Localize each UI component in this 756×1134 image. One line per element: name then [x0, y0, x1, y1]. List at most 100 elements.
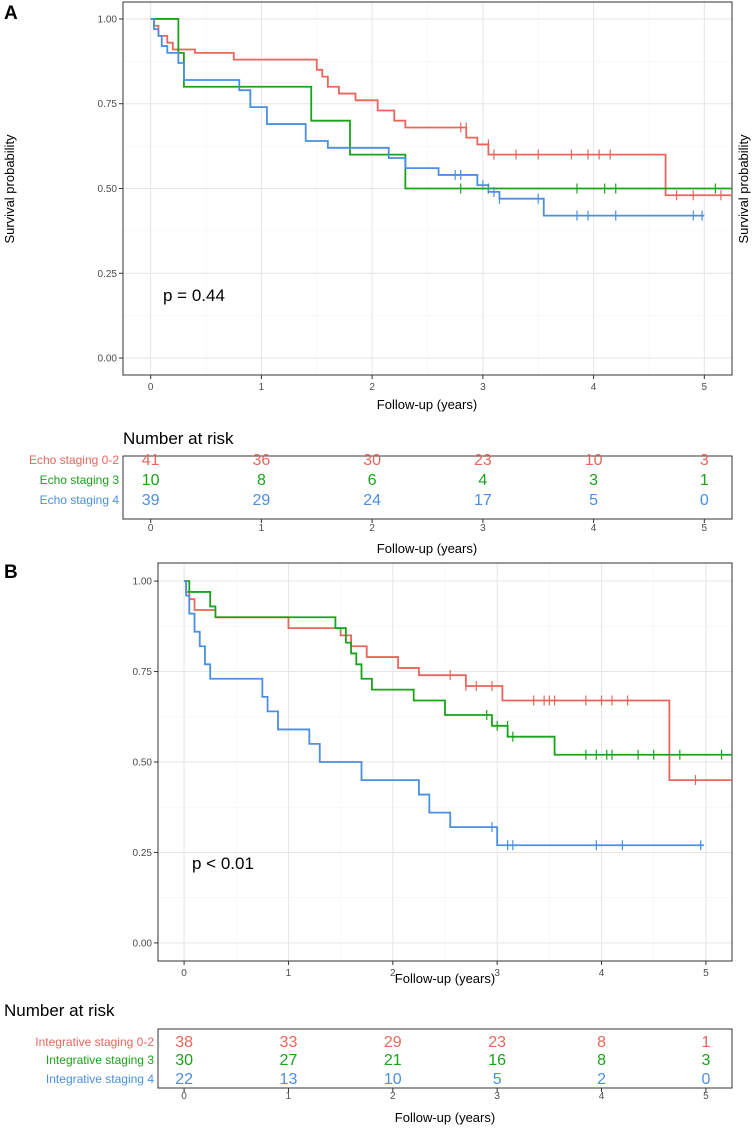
panel-b-risk-value: 16 — [488, 1052, 506, 1069]
panel-a-risk-frame — [122, 455, 733, 520]
panel-a-risk-value: 10 — [585, 452, 603, 469]
panel-b-y-tick-label: 0.50 — [133, 758, 153, 769]
panel-a-y-axis: 0.00 0.25 0.50 0.75 1.00 — [98, 14, 123, 365]
panel-b-risk-value: 23 — [488, 1034, 506, 1051]
panel-b-risk-value: 10 — [384, 1071, 402, 1088]
panel-a-risk-value: 17 — [474, 492, 492, 509]
panel-b-risk-value: 8 — [597, 1034, 606, 1051]
panel-a-x-tick-label: 2 — [369, 382, 375, 393]
panel-b-x-tick-label: 0 — [181, 968, 187, 979]
panel-a-x-axis: 0 1 2 3 4 5 — [148, 375, 708, 393]
panel-b-risk-row-label: Integrative staging 3 — [46, 1053, 154, 1067]
panel-b-risk-frame — [157, 1028, 733, 1089]
panel-b-curve-integrative-staging-4 — [184, 580, 704, 847]
panel-b-risk-value: 33 — [280, 1034, 298, 1051]
panel-b-y-axis: 0.00 0.25 0.50 0.75 1.00 — [133, 577, 158, 949]
panel-b-risk-value: 0 — [701, 1071, 710, 1088]
panel-b-risk-value: 13 — [280, 1071, 298, 1088]
panel-b-risk-row-label: Integrative staging 4 — [46, 1072, 154, 1086]
panel-b-risk-x-tick-label: 4 — [599, 1091, 605, 1102]
panel-a-risk-value: 24 — [363, 492, 381, 509]
panel-a-curve-echo-staging-0-2 — [150, 18, 732, 197]
panel-a-y-tick-label: 0.50 — [98, 184, 118, 195]
panel-b-risk-value: 8 — [597, 1052, 606, 1069]
panel-a-risk-value: 41 — [142, 452, 160, 469]
panel-b-curve-integrative-staging-0-2 — [184, 580, 732, 781]
panel-a-risk-value: 3 — [589, 472, 598, 489]
panel-a: A Survival probability Survival probabil… — [2, 1, 751, 556]
panel-a-y-tick-label: 0.00 — [98, 354, 118, 365]
panel-a-risk-value: 0 — [700, 492, 709, 509]
panel-a-risk-value: 1 — [700, 472, 709, 489]
panel-a-risk-xlabel: Follow-up (years) — [377, 541, 477, 556]
panel-b-grid — [158, 563, 732, 961]
panel-a-x-tick-label: 0 — [148, 382, 154, 393]
panel-a-y-tick-label: 0.25 — [98, 269, 118, 280]
panel-b-x-tick-label: 4 — [599, 968, 605, 979]
panel-b-risk-value: 5 — [493, 1071, 502, 1088]
panel-b-y-tick-label: 1.00 — [133, 577, 153, 588]
panel-a-x-tick-label: 5 — [702, 382, 708, 393]
panel-b-risk-table: Integrative staging 0-2 38 33 29 23 8 1Integra… — [35, 1034, 710, 1102]
panel-a-y-tick-label: 1.00 — [98, 14, 118, 25]
panel-a-curves — [150, 18, 732, 221]
panel-a-x-tick-label: 1 — [259, 382, 265, 393]
panel-b-x-tick-label: 3 — [494, 968, 500, 979]
panel-b-risk-value: 1 — [701, 1034, 710, 1051]
panel-b-x-tick-label: 2 — [390, 968, 396, 979]
panel-b-risk-value: 21 — [384, 1052, 402, 1069]
panel-b-risk-x-tick-label: 0 — [181, 1091, 187, 1102]
panel-b-risk-x-tick-label: 3 — [494, 1091, 500, 1102]
panel-b-risk-x-tick-label: 1 — [286, 1091, 292, 1102]
panel-b-y-tick-label: 0.75 — [133, 667, 153, 678]
panel-a-ylabel-left: Survival probability — [2, 134, 17, 244]
panel-b-x-axis: 0 1 2 3 4 5 — [181, 961, 709, 979]
panel-b-x-tick-label: 1 — [286, 968, 292, 979]
panel-a-risk-x-tick-label: 3 — [480, 523, 486, 534]
panel-b-risk-value: 38 — [175, 1034, 193, 1051]
panel-b-y-tick-label: 0.25 — [133, 848, 153, 859]
panel-a-risk-value: 29 — [253, 492, 271, 509]
panel-a-risk-x-tick-label: 5 — [702, 523, 708, 534]
panel-b-x-tick-label: 5 — [703, 968, 709, 979]
panel-a-risk-value: 30 — [363, 452, 381, 469]
panel-b-risk-title: Number at risk — [4, 1001, 115, 1020]
panel-b-risk-value: 30 — [175, 1052, 193, 1069]
panel-a-risk-x-tick-label: 1 — [259, 523, 265, 534]
panel-a-letter: A — [4, 3, 18, 24]
panel-a-risk-x-tick-label: 4 — [591, 523, 597, 534]
panel-a-risk-title: Number at risk — [123, 429, 234, 448]
panel-a-risk-row-label: Echo staging 3 — [40, 473, 120, 487]
panel-a-risk-row-label: Echo staging 0-2 — [29, 453, 119, 467]
panel-b-risk-value: 27 — [280, 1052, 298, 1069]
panel-b-p-value: p < 0.01 — [192, 854, 254, 873]
panel-a-risk-value: 8 — [257, 472, 266, 489]
panel-a-risk-value: 3 — [700, 452, 709, 469]
panel-b-curve-integrative-staging-3 — [184, 580, 732, 756]
panel-a-risk-value: 10 — [142, 472, 160, 489]
panel-b-xlabel: Follow-up (years) — [395, 971, 495, 986]
panel-a-risk-row-label: Echo staging 4 — [40, 493, 120, 507]
panel-b-risk-row-label: Integrative staging 0-2 — [35, 1035, 154, 1049]
panel-a-ylabel-right: Survival probability — [736, 134, 751, 244]
panel-b-risk-value: 2 — [597, 1071, 606, 1088]
panel-a-risk-value: 6 — [368, 472, 377, 489]
panel-b-y-tick-label: 0.00 — [133, 938, 153, 949]
panel-b-risk-value: 29 — [384, 1034, 402, 1051]
panel-a-risk-value: 5 — [589, 492, 598, 509]
panel-a-risk-x-tick-label: 2 — [369, 523, 375, 534]
panel-a-curve-echo-staging-4 — [150, 18, 705, 217]
panel-a-risk-value: 4 — [478, 472, 487, 489]
panel-b-risk-value: 3 — [701, 1052, 710, 1069]
panel-a-risk-value: 39 — [142, 492, 160, 509]
panel-a-x-tick-label: 3 — [480, 382, 486, 393]
panel-a-x-tick-label: 4 — [591, 382, 597, 393]
panel-b-letter: B — [4, 562, 18, 583]
panel-b-risk-x-tick-label: 5 — [703, 1091, 709, 1102]
panel-b-risk-value: 22 — [175, 1071, 193, 1088]
panel-a-risk-value: 36 — [253, 452, 271, 469]
panel-a-y-tick-label: 0.75 — [98, 99, 118, 110]
